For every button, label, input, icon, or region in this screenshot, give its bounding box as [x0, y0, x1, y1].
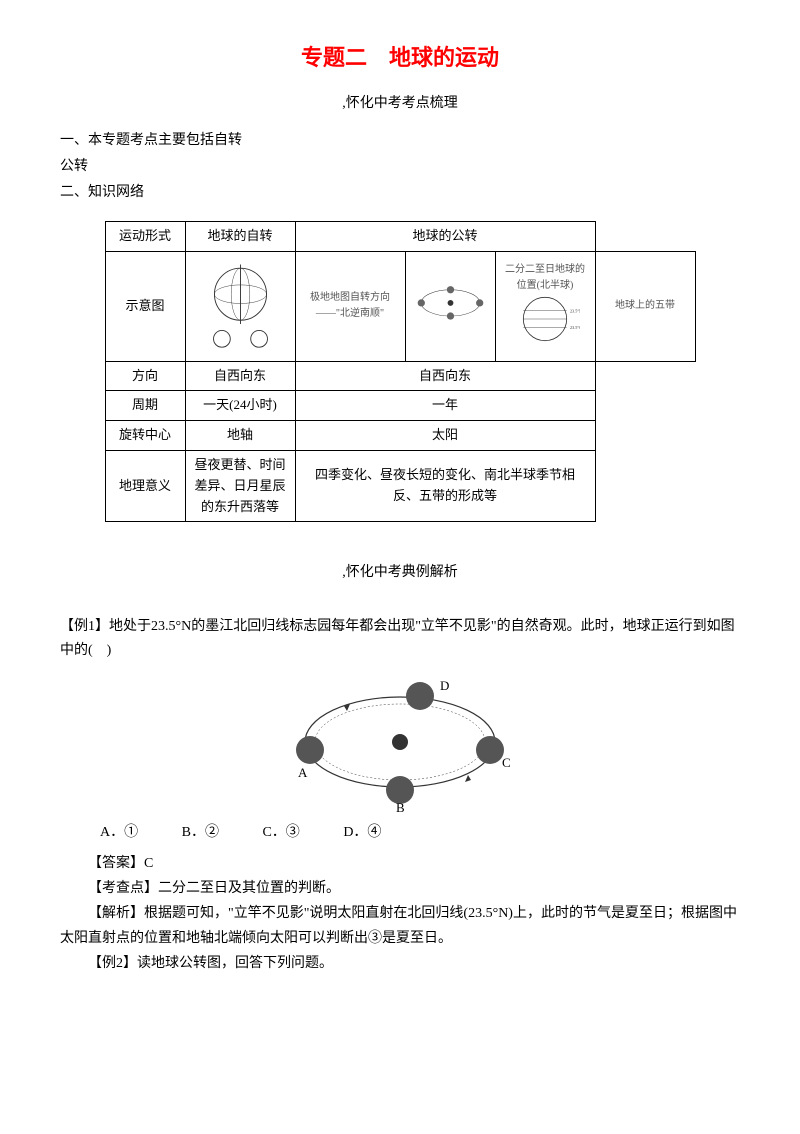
orbit-label-b: B — [396, 800, 405, 812]
orbit-small-icon — [414, 281, 487, 325]
table-row: 旋转中心 地轴 太阳 — [105, 421, 695, 451]
globe-rotation-icon — [194, 257, 287, 350]
svg-text:23.5°S: 23.5°S — [570, 325, 580, 330]
example-2-label: 【例2】 — [88, 956, 137, 971]
option-a: A．① — [100, 825, 138, 840]
svg-text:23.5°N: 23.5°N — [570, 308, 580, 313]
page-title: 专题二 地球的运动 — [60, 40, 740, 75]
section-subtitle-1: ,怀化中考考点梳理 — [60, 93, 740, 115]
example-1: 【例1】地处于23.5°N的墨江北回归线标志园每年都会出现"立竿不见影"的自然奇… — [60, 615, 740, 663]
point-text: 二分二至日及其位置的判断。 — [158, 881, 340, 896]
example-2-text: 读地球公转图，回答下列问题。 — [137, 956, 333, 971]
analysis-text: 根据题可知，"立竿不见影"说明太阳直射在北回归线(23.5°N)上，此时的节气是… — [60, 906, 737, 946]
table-row: 地理意义 昼夜更替、时间差异、日月星辰的东升西落等 四季变化、昼夜长短的变化、南… — [105, 450, 695, 521]
row-schematic-label: 示意图 — [105, 251, 185, 361]
table-row: 运动形式 地球的自转 地球的公转 — [105, 221, 695, 251]
th-rotation: 地球的自转 — [185, 221, 295, 251]
cell-orbit-diagram — [405, 251, 495, 361]
knowledge-table: 运动形式 地球的自转 地球的公转 示意图 极地地图自转方向——"北逆南顺" — [105, 221, 696, 523]
cell-rotation-diagram — [185, 251, 295, 361]
cell: 一年 — [295, 391, 595, 421]
cell: 太阳 — [295, 421, 595, 451]
solstice-label: 二分二至日地球的位置(北半球) — [504, 262, 587, 294]
cell: 地轴 — [185, 421, 295, 451]
table-row: 方向 自西向东 自西向东 — [105, 361, 695, 391]
cell: 自西向东 — [295, 361, 595, 391]
cell: 旋转中心 — [105, 421, 185, 451]
knowledge-table-wrap: 运动形式 地球的自转 地球的公转 示意图 极地地图自转方向——"北逆南顺" — [60, 221, 740, 523]
zones-globe-icon: 23.5°N 23.5°S — [510, 294, 580, 344]
example-1-label: 【例1】 — [60, 619, 109, 634]
cell: 自西向东 — [185, 361, 295, 391]
option-c: C．③ — [262, 825, 299, 840]
answer-label: 【答案】 — [88, 856, 144, 871]
option-b: B．② — [182, 825, 219, 840]
orbit-label-c: C — [502, 755, 511, 770]
section-subtitle-2: ,怀化中考典例解析 — [60, 562, 740, 584]
example-1-options: A．① B．② C．③ D．④ — [100, 822, 740, 844]
cell: 四季变化、昼夜长短的变化、南北半球季节相反、五带的形成等 — [295, 450, 595, 521]
cell-solstice-text: 二分二至日地球的位置(北半球) 23.5°N 23.5°S — [495, 251, 595, 361]
th-revolution: 地球的公转 — [295, 221, 595, 251]
example-1-text: 地处于23.5°N的墨江北回归线标志园每年都会出现"立竿不见影"的自然奇观。此时… — [60, 619, 735, 658]
intro-line-3: 二、知识网络 — [60, 182, 740, 204]
table-row: 周期 一天(24小时) 一年 — [105, 391, 695, 421]
cell: 地理意义 — [105, 450, 185, 521]
cell-polar-text: 极地地图自转方向——"北逆南顺" — [295, 251, 405, 361]
example-1-answer-block: 【答案】C 【考查点】二分二至日及其位置的判断。 【解析】根据题可知，"立竿不见… — [60, 851, 740, 977]
cell: 一天(24小时) — [185, 391, 295, 421]
cell-five-zones: 地球上的五带 — [595, 251, 695, 361]
table-row: 示意图 极地地图自转方向——"北逆南顺" 二分二至日地球的 — [105, 251, 695, 361]
intro-line-1: 一、本专题考点主要包括自转 — [60, 130, 740, 152]
cell: 方向 — [105, 361, 185, 391]
cell: 昼夜更替、时间差异、日月星辰的东升西落等 — [185, 450, 295, 521]
orbit-label-a: A — [298, 765, 308, 780]
orbit-figure: A B C D — [280, 672, 520, 812]
orbit-label-d: D — [440, 678, 449, 693]
th-form: 运动形式 — [105, 221, 185, 251]
answer-value: C — [144, 856, 153, 871]
option-d: D．④ — [343, 825, 381, 840]
point-label: 【考查点】 — [88, 881, 158, 896]
analysis-label: 【解析】 — [88, 906, 144, 921]
intro-line-2: 公转 — [60, 156, 740, 178]
cell: 周期 — [105, 391, 185, 421]
